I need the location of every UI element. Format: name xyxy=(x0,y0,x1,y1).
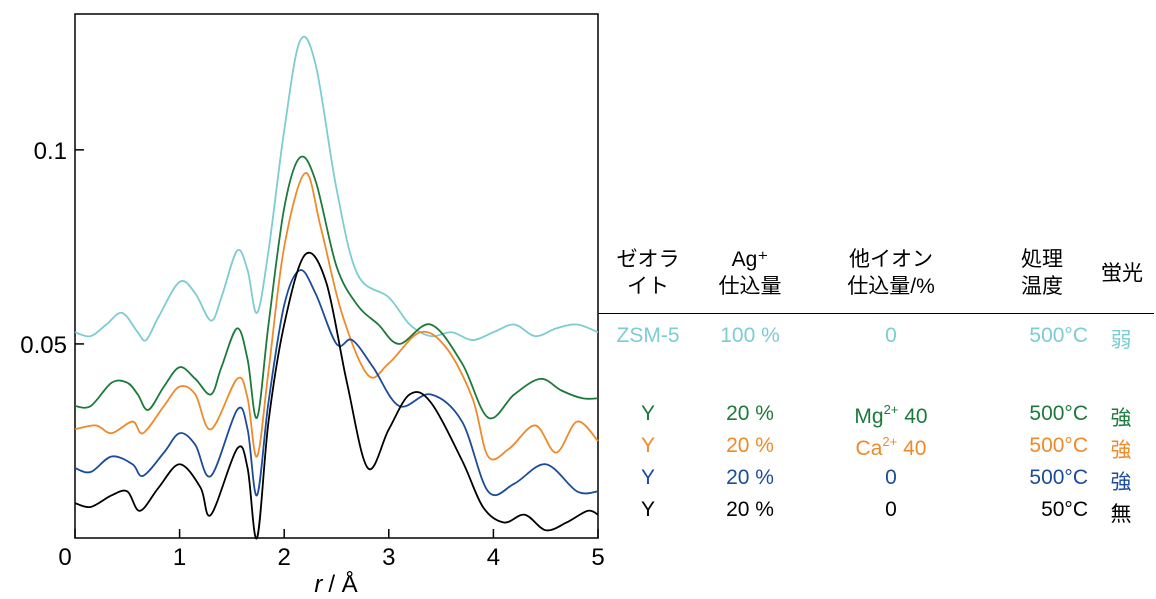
other-ion-cell: Mg2+ 40 xyxy=(820,402,962,429)
header-temperature-line1: 処理 xyxy=(1021,248,1063,271)
ag-loading-cell: 20 % xyxy=(726,498,774,521)
plot-frame xyxy=(74,13,599,539)
ion-symbol: 0 xyxy=(885,466,897,489)
ion-amount: 40 xyxy=(898,405,928,428)
treatment-temperature-cell: 500°C xyxy=(1029,324,1088,347)
header-zeolite: ゼオラ イト xyxy=(602,246,694,300)
other-ion-cell: 0 xyxy=(820,498,962,522)
ticks-layer: 0 1 2 3 4 5 0.05 0.1 xyxy=(20,138,604,571)
header-other-ion-line1: 他イオン xyxy=(849,248,933,271)
table-row: Y 20 % 0 50°C 無 xyxy=(598,498,1156,530)
fluorescence-cell: 強 xyxy=(1110,439,1132,462)
x-axis-unit: / Å xyxy=(328,570,357,598)
fluorescence-cell: 弱 xyxy=(1110,329,1132,352)
header-temperature: 処理 温度 xyxy=(992,246,1092,300)
ag-loading-cell: 20 % xyxy=(726,402,774,425)
treatment-temperature-cell: 500°C xyxy=(1029,434,1088,457)
header-ag-line2: 仕込量 xyxy=(718,275,782,298)
header-ag: Ag⁺ 仕込量 xyxy=(702,246,798,300)
header-other-ion-line2: 仕込量/% xyxy=(847,275,935,298)
series-line-5 xyxy=(74,251,599,540)
ion-symbol: 0 xyxy=(885,498,897,521)
series-line-2 xyxy=(74,155,599,420)
x-tick-label: 5 xyxy=(591,544,604,571)
ion-symbol: Mg xyxy=(854,405,884,428)
ag-loading-cell: 20 % xyxy=(726,434,774,457)
header-fluorescence: 蛍光 xyxy=(1096,260,1148,287)
treatment-temperature-cell: 50°C xyxy=(1041,498,1088,521)
x-tick-label: 1 xyxy=(173,544,186,571)
ag-loading-cell: 20 % xyxy=(726,466,774,489)
x-tick-label: 2 xyxy=(278,544,291,571)
ion-symbol: Ca xyxy=(855,437,883,460)
zeolite-cell: Y xyxy=(640,434,655,457)
ion-charge: 2+ xyxy=(882,434,898,449)
header-ag-line1: Ag⁺ xyxy=(731,248,769,271)
zeolite-cell: Y xyxy=(640,498,655,521)
header-zeolite-line2: イト xyxy=(627,275,669,298)
table-row: Y 20 % Mg2+ 40 500°C 強 xyxy=(598,402,1156,434)
series-layer xyxy=(74,35,599,540)
other-ion-cell: 0 xyxy=(820,324,962,348)
y-tick-label: 0.05 xyxy=(20,332,67,359)
treatment-temperature-cell: 500°C xyxy=(1029,402,1088,425)
table-row: ZSM-5 100 % 0 500°C 弱 xyxy=(598,324,1156,356)
other-ion-cell: Ca2+ 40 xyxy=(820,434,962,461)
zeolite-cell: Y xyxy=(640,402,655,425)
table-row: Y 20 % Ca2+ 40 500°C 強 xyxy=(598,434,1156,466)
fluorescence-cell: 強 xyxy=(1110,471,1132,494)
x-axis-variable: r xyxy=(314,571,323,598)
header-temperature-line2: 温度 xyxy=(1021,275,1063,298)
x-tick-label: 0 xyxy=(58,544,71,571)
fluorescence-cell: 強 xyxy=(1110,407,1132,430)
series-line-1 xyxy=(74,35,599,342)
header-rule xyxy=(598,313,1154,314)
x-tick-label: 3 xyxy=(382,544,395,571)
header-fluorescence-line1: 蛍光 xyxy=(1101,262,1143,285)
y-tick-label: 0.1 xyxy=(34,138,67,165)
header-other-ion: 他イオン仕込量/% xyxy=(820,246,962,300)
ion-charge: 2+ xyxy=(883,402,899,417)
header-zeolite-line1: ゼオラ xyxy=(616,248,680,271)
x-axis-title: r / Å xyxy=(314,570,357,598)
other-ion-cell: 0 xyxy=(820,466,962,490)
zeolite-cell: ZSM-5 xyxy=(616,324,680,347)
zeolite-cell: Y xyxy=(640,466,655,489)
series-line-4 xyxy=(74,269,599,497)
ag-loading-cell: 100 % xyxy=(720,324,780,347)
x-tick-label: 4 xyxy=(487,544,500,571)
ion-amount: 40 xyxy=(897,437,927,460)
table-row: Y 20 % 0 500°C 強 xyxy=(598,466,1156,498)
series-line-3 xyxy=(74,172,599,461)
fluorescence-cell: 無 xyxy=(1110,503,1132,526)
ion-symbol: 0 xyxy=(885,324,897,347)
treatment-temperature-cell: 500°C xyxy=(1029,466,1088,489)
